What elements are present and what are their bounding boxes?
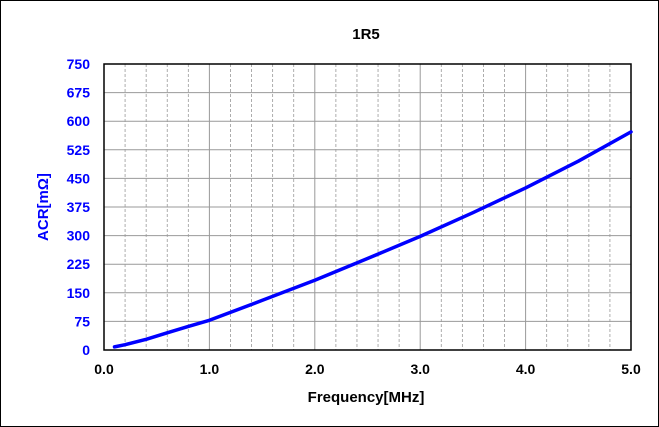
y-tick-label: 0 <box>82 342 90 358</box>
x-axis-label: Frequency[MHz] <box>308 389 425 406</box>
plot-area <box>103 63 632 351</box>
x-tick-label: 0.0 <box>94 361 114 377</box>
acr-series-line <box>112 130 633 349</box>
y-tick-label: 450 <box>67 170 91 186</box>
x-tick-label: 4.0 <box>516 361 536 377</box>
y-tick-label: 75 <box>74 313 90 329</box>
grid-lines <box>104 64 631 350</box>
x-tick-label: 3.0 <box>410 361 430 377</box>
chart-title: 1R5 <box>352 26 380 43</box>
y-tick-label: 600 <box>67 113 91 129</box>
y-tick-label: 300 <box>67 228 91 244</box>
y-tick-label: 675 <box>67 85 91 101</box>
x-tick-label: 2.0 <box>305 361 325 377</box>
y-tick-label: 375 <box>67 199 91 215</box>
y-tick-label: 225 <box>67 256 91 272</box>
y-tick-label: 525 <box>67 142 91 158</box>
y-tick-label: 750 <box>67 56 91 72</box>
x-tick-label: 5.0 <box>621 361 641 377</box>
series-group <box>112 130 633 349</box>
tick-labels: 0.0 1.0 2.0 3.0 4.0 5.0 0 75 150 225 300 375 450 525 6… <box>67 56 641 377</box>
x-tick-label: 1.0 <box>200 361 220 377</box>
y-tick-label: 150 <box>67 285 91 301</box>
y-axis-label: ACR[mΩ] <box>35 173 52 241</box>
